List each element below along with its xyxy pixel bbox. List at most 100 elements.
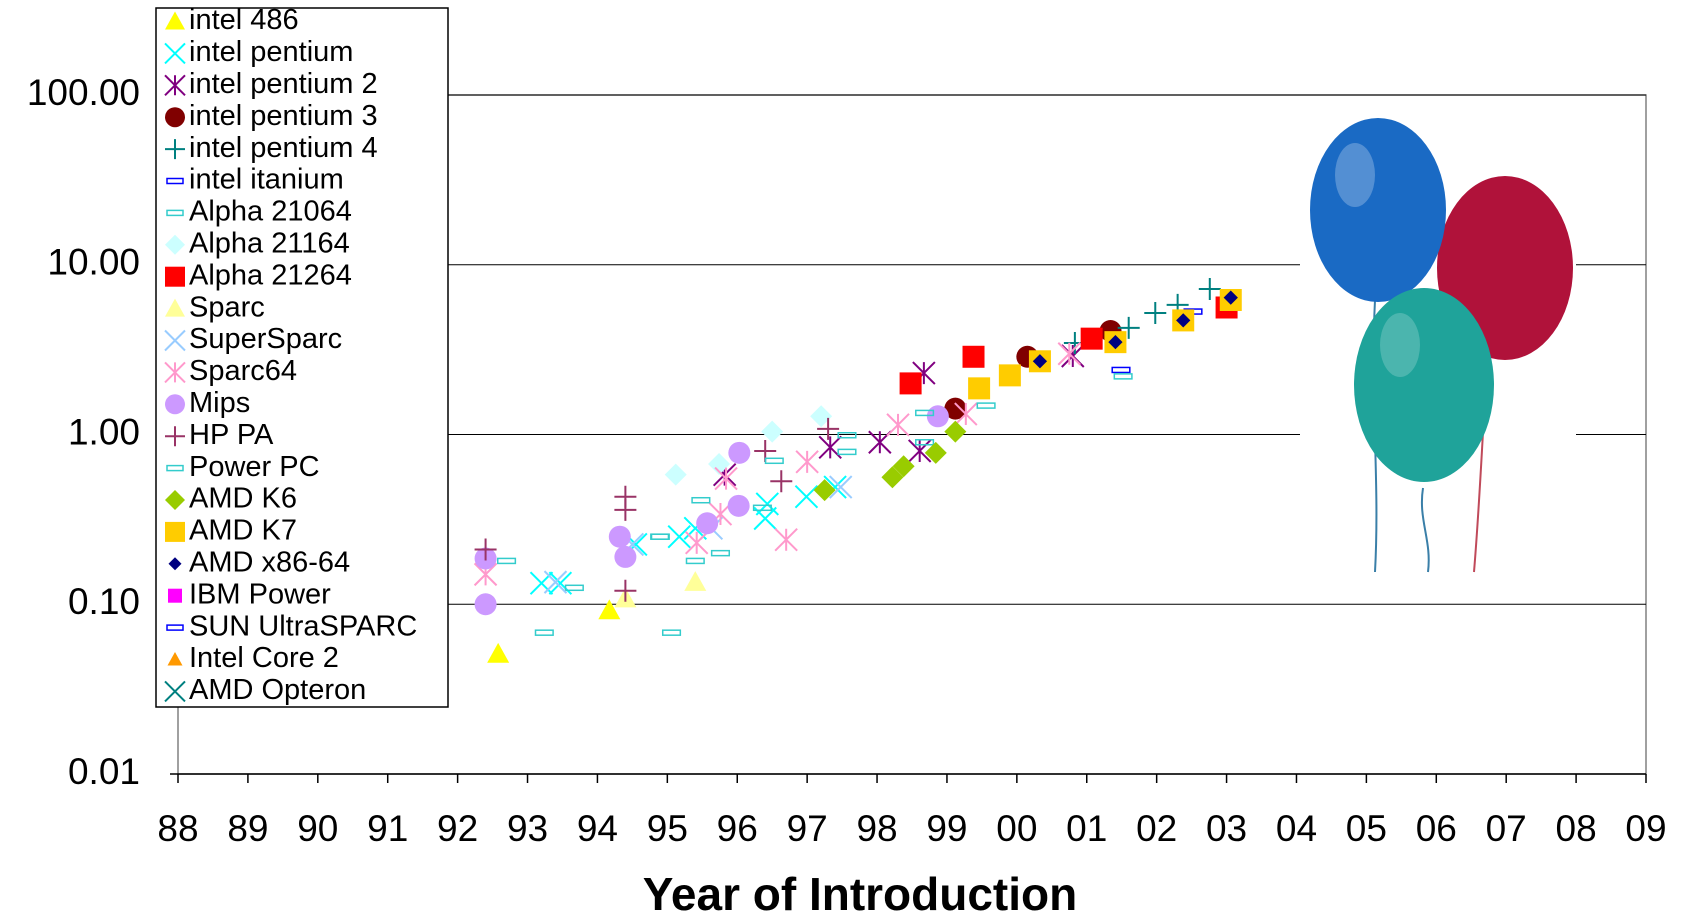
marker-triangle	[598, 599, 621, 620]
balloons-decoration	[1300, 118, 1576, 573]
marker-diamond	[881, 466, 904, 489]
marker-dash	[166, 209, 184, 217]
marker-diamond	[165, 490, 185, 510]
marker-diamond	[810, 405, 833, 428]
marker-plus	[817, 417, 840, 440]
legend-label: Alpha 21264	[189, 259, 352, 291]
marker-circle	[165, 394, 185, 415]
marker-diamond	[944, 420, 967, 443]
marker-box	[976, 402, 996, 409]
legend-label: Sparc64	[189, 355, 297, 387]
marker-circle	[727, 494, 750, 517]
balloon-highlight	[1335, 143, 1375, 207]
x-tick-label: 92	[437, 808, 478, 849]
marker-circle	[474, 593, 497, 616]
y-tick-label: 0.01	[68, 751, 140, 792]
marker-plus	[1198, 277, 1221, 300]
marker-diamond	[924, 441, 947, 464]
x-tick-label: 02	[1136, 808, 1177, 849]
legend-label: intel pentium 2	[189, 68, 378, 100]
marker-circle	[165, 107, 185, 128]
legend-label: SuperSparc	[189, 323, 342, 355]
marker-square	[165, 266, 185, 287]
marker-asterisk	[164, 74, 186, 97]
marker-asterisk	[907, 439, 932, 463]
y-tick-label: 1.00	[68, 411, 140, 452]
x-tick-label: 09	[1625, 808, 1666, 849]
marker-box	[691, 496, 711, 504]
marker-circle	[728, 441, 751, 464]
legend-label: intel itanium	[189, 164, 344, 196]
marker-diamond	[664, 463, 687, 486]
marker-x	[164, 680, 186, 703]
x-tick-label: 98	[856, 808, 897, 849]
marker-x	[543, 570, 568, 594]
marker-circle	[614, 545, 637, 568]
marker-x	[667, 524, 691, 549]
marker-x	[164, 42, 186, 65]
legend-label: Alpha 21064	[189, 196, 352, 228]
x-tick-label: 95	[647, 808, 688, 849]
legend-label: Intel Core 2	[189, 642, 339, 674]
marker-x	[828, 475, 853, 499]
marker-triangle	[487, 642, 510, 663]
marker-box	[166, 624, 184, 631]
marker-box	[685, 557, 705, 565]
axes: 0.01 0.10 1.00 10.00 100.00 88 89 90 91 92 93 94 95 9…	[27, 72, 1667, 849]
marker-square	[998, 364, 1021, 387]
legend-label: Alpha 21164	[189, 227, 350, 259]
marker-triangle	[684, 571, 707, 591]
marker-circle	[926, 405, 949, 428]
legend-label: Sparc	[189, 291, 265, 323]
marker-box	[752, 504, 772, 512]
marker-asterisk	[774, 528, 798, 552]
y-tick-label: 0.10	[68, 581, 140, 622]
marker-diamond	[1108, 334, 1123, 350]
marker-diamond	[165, 234, 185, 255]
marker-circle	[944, 397, 967, 420]
marker-asterisk	[164, 361, 186, 384]
marker-square	[168, 588, 182, 603]
marker-box	[915, 409, 935, 417]
marker-triangle	[167, 652, 183, 666]
x-tick-label: 05	[1346, 808, 1387, 849]
marker-box	[1113, 373, 1133, 380]
marker-diamond	[892, 455, 915, 478]
x-tick-label: 91	[367, 808, 408, 849]
marker-dash	[497, 557, 517, 565]
marker-diamond	[1223, 290, 1238, 305]
marker-asterisk	[684, 531, 709, 555]
x-tick-label: 97	[787, 808, 828, 849]
marker-x	[753, 506, 777, 531]
marker-plus	[770, 470, 793, 493]
legend-label: IBM Power	[189, 578, 331, 610]
legend-label: intel pentium 4	[189, 132, 378, 164]
legend-label: intel pentium	[189, 36, 353, 68]
marker-plus	[1144, 301, 1167, 324]
x-tick-label: 93	[507, 808, 548, 849]
legend-label: Mips	[189, 387, 250, 419]
marker-asterisk	[954, 402, 978, 426]
marker-triangle	[165, 11, 185, 30]
marker-diamond	[168, 557, 182, 571]
marker-plus	[1117, 316, 1140, 339]
marker-triangle	[165, 298, 185, 317]
marker-plus	[165, 139, 185, 160]
marker-circle	[696, 512, 719, 535]
marker-dash	[661, 629, 682, 636]
marker-square	[165, 521, 185, 542]
balloon-string	[1420, 487, 1430, 573]
x-tick-label: 89	[227, 808, 268, 849]
marker-square	[962, 345, 985, 368]
marker-plus	[165, 426, 185, 447]
marker-box	[837, 448, 857, 456]
x-tick-label: 04	[1276, 808, 1317, 849]
marker-box	[1111, 366, 1131, 374]
x-tick-label: 96	[717, 808, 758, 849]
legend-label: intel 486	[189, 4, 299, 36]
marker-diamond	[1032, 354, 1048, 369]
x-tick-label: 06	[1416, 808, 1457, 849]
marker-asterisk	[1057, 342, 1081, 366]
